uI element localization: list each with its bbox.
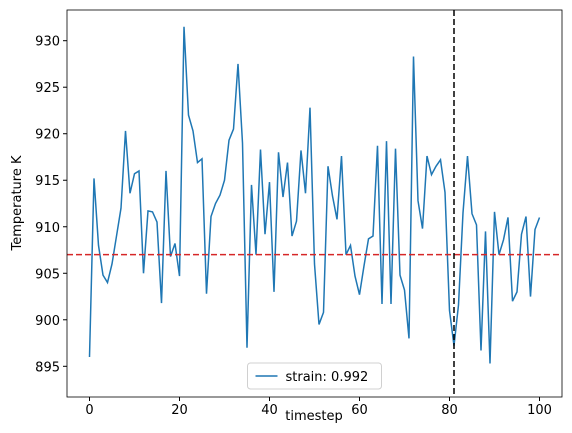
y-tick-label: 915 bbox=[35, 174, 60, 189]
x-tick-label: 100 bbox=[527, 403, 552, 418]
y-tick-label: 910 bbox=[35, 221, 60, 236]
y-tick-label: 925 bbox=[35, 81, 60, 96]
legend-label: strain: 0.992 bbox=[286, 370, 369, 385]
line bbox=[88, 26, 541, 364]
y-tick-label: 900 bbox=[35, 314, 60, 329]
x-tick-label: 40 bbox=[261, 403, 278, 418]
legend bbox=[247, 362, 382, 390]
y-tick-label: 920 bbox=[35, 128, 60, 143]
y-axis-label: Temperature K bbox=[10, 155, 25, 251]
y-tick-label: 930 bbox=[35, 35, 60, 50]
x-axis-label: timestep bbox=[285, 409, 343, 424]
x-tick-label: 20 bbox=[171, 403, 188, 418]
x-tick-label: 80 bbox=[441, 403, 458, 418]
y-tick-label: 905 bbox=[35, 267, 60, 282]
x-tick-label: 60 bbox=[351, 403, 368, 418]
y-tick-label: 895 bbox=[35, 360, 60, 375]
x-tick-label: 0 bbox=[85, 403, 93, 418]
plot-frame bbox=[66, 9, 563, 398]
